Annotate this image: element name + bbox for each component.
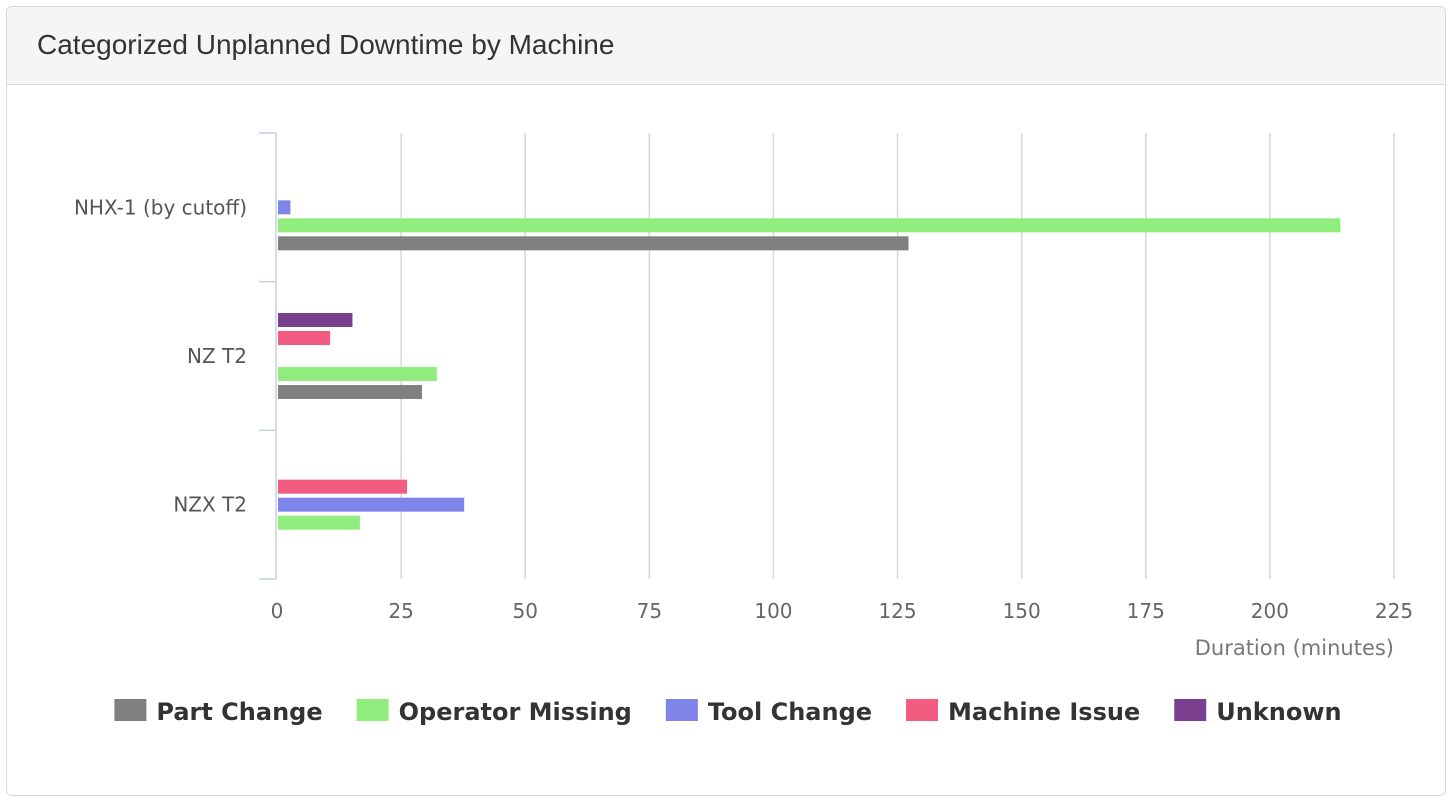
bar-part-change[interactable] <box>278 385 422 399</box>
x-tick-label: 150 <box>1003 599 1041 623</box>
legend-label[interactable]: Part Change <box>156 698 322 726</box>
bar-machine-issue[interactable] <box>278 331 331 345</box>
x-tick-label: 200 <box>1251 599 1289 623</box>
x-tick-label: 225 <box>1375 599 1413 623</box>
x-tick-label: 0 <box>271 599 284 623</box>
legend-swatch[interactable] <box>356 699 389 721</box>
bar-tool-change[interactable] <box>278 200 291 215</box>
x-tick-label: 100 <box>754 599 792 623</box>
panel-header: Categorized Unplanned Downtime by Machin… <box>7 7 1445 85</box>
x-tick-label: 25 <box>388 599 413 623</box>
legend-swatch[interactable] <box>1174 699 1207 721</box>
bar-machine-issue[interactable] <box>278 479 408 494</box>
bar-tool-change[interactable] <box>278 497 465 512</box>
bar-part-change[interactable] <box>278 236 909 251</box>
legend-swatch[interactable] <box>665 699 698 721</box>
legend-label[interactable]: Unknown <box>1216 698 1341 726</box>
legend-swatch[interactable] <box>114 699 147 721</box>
legend-label[interactable]: Operator Missing <box>399 698 632 726</box>
panel-title: Categorized Unplanned Downtime by Machin… <box>37 29 615 60</box>
x-axis-title: Duration (minutes) <box>1195 636 1394 660</box>
bar-unknown[interactable] <box>278 313 353 327</box>
chart-panel: Categorized Unplanned Downtime by Machin… <box>6 6 1446 796</box>
legend-swatch[interactable] <box>906 699 939 721</box>
legend-label[interactable]: Tool Change <box>708 698 872 726</box>
legend-label[interactable]: Machine Issue <box>948 698 1140 726</box>
x-tick-label: 75 <box>637 599 662 623</box>
bar-operator-missing[interactable] <box>278 218 1341 233</box>
bar-operator-missing[interactable] <box>278 367 437 381</box>
x-tick-label: 125 <box>878 599 916 623</box>
category-label: NHX-1 (by cutoff) <box>74 195 247 219</box>
x-tick-label: 50 <box>512 599 537 623</box>
category-label: NZX T2 <box>173 493 247 517</box>
x-tick-label: 175 <box>1127 599 1165 623</box>
category-label: NZ T2 <box>187 344 247 368</box>
bar-operator-missing[interactable] <box>278 515 360 530</box>
